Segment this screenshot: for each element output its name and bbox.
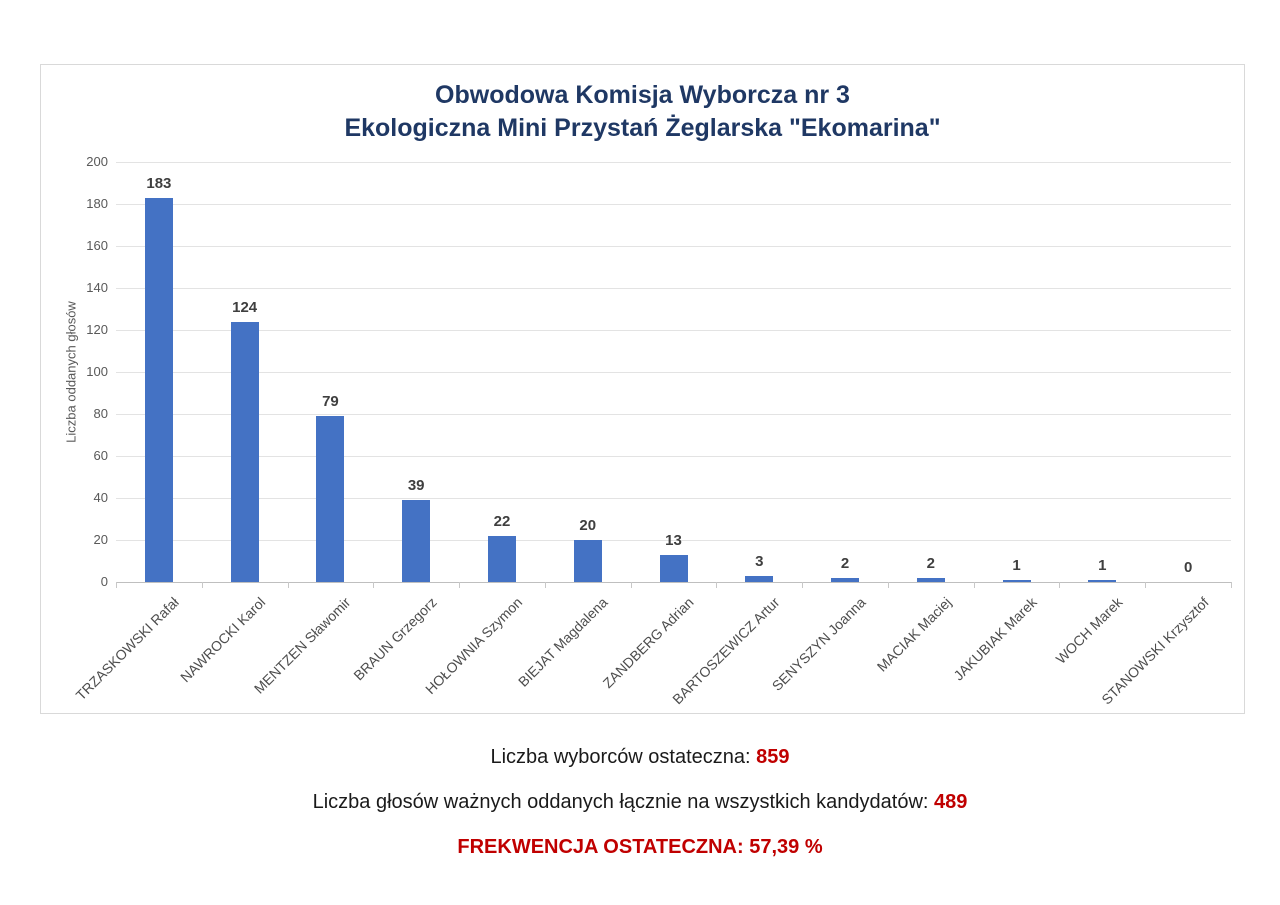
footer-line-valid-votes: Liczba głosów ważnych oddanych łącznie n… xyxy=(0,791,1280,814)
category-label: SENYSZYN Joanna xyxy=(768,594,869,694)
chart-title-line-2: Ekologiczna Mini Przystań Żeglarska "Eko… xyxy=(344,114,941,142)
bar-value-label: 13 xyxy=(665,531,682,549)
x-tick-mark xyxy=(802,582,804,588)
category-label: HOŁOWNIA Szymon xyxy=(422,594,526,698)
y-tick-label: 40 xyxy=(93,490,108,505)
y-tick-label: 80 xyxy=(93,406,108,421)
bar xyxy=(659,554,688,582)
category-label: BIEJAT Magdalena xyxy=(515,594,612,690)
gridline xyxy=(116,372,1231,373)
gridline xyxy=(116,414,1231,415)
x-tick-mark xyxy=(459,582,461,588)
footer-line-voters-label: Liczba wyborców ostateczna: xyxy=(490,746,757,768)
chart-title: Obwodowa Komisja Wyborcza nr 3 Ekologicz… xyxy=(41,79,1244,145)
chart-title-line-1: Obwodowa Komisja Wyborcza nr 3 xyxy=(435,81,850,109)
footer-line-voters: Liczba wyborców ostateczna: 859 xyxy=(0,746,1280,769)
gridline xyxy=(116,456,1231,457)
bar xyxy=(745,575,774,582)
x-tick-mark xyxy=(630,582,632,588)
gridline xyxy=(116,246,1231,247)
bar xyxy=(316,416,345,582)
bar xyxy=(916,577,945,582)
footer-line-turnout-value: 57,39 % xyxy=(749,836,823,858)
bar xyxy=(1002,579,1031,582)
x-tick-mark xyxy=(116,582,117,588)
bar xyxy=(1088,579,1117,582)
bar-value-label: 20 xyxy=(579,517,597,534)
x-tick-mark xyxy=(1231,582,1232,588)
category-label: WOCH Marek xyxy=(1052,594,1126,667)
y-tick-label: 100 xyxy=(86,364,108,379)
y-tick-label: 0 xyxy=(100,574,108,589)
bar-value-label: 3 xyxy=(755,552,764,570)
gridline xyxy=(116,540,1231,541)
chart-card: Obwodowa Komisja Wyborcza nr 3 Ekologicz… xyxy=(40,64,1245,714)
bar xyxy=(487,535,516,582)
x-tick-mark xyxy=(716,582,718,588)
footer-line-voters-value: 859 xyxy=(756,746,790,768)
gridline xyxy=(116,162,1231,163)
bar xyxy=(144,197,173,582)
bar-value-label: 39 xyxy=(407,477,425,495)
category-label: MACIAK Maciej xyxy=(873,594,955,675)
x-tick-mark xyxy=(887,582,889,588)
bar xyxy=(831,577,860,582)
y-tick-label: 180 xyxy=(86,196,108,211)
bar xyxy=(230,321,259,582)
y-tick-label: 120 xyxy=(86,322,108,337)
y-tick-label: 200 xyxy=(86,154,108,169)
bar-value-label: 0 xyxy=(1183,559,1193,576)
bar-value-label: 124 xyxy=(232,298,258,316)
gridline xyxy=(116,204,1231,205)
x-tick-mark xyxy=(544,582,546,588)
y-tick-label: 160 xyxy=(86,238,108,253)
bar-value-label: 2 xyxy=(926,554,935,572)
x-tick-mark xyxy=(1059,582,1061,588)
y-tick-label: 140 xyxy=(86,280,108,295)
y-tick-label: 20 xyxy=(93,532,108,547)
category-label: MENTZEN Sławomir xyxy=(251,594,354,697)
category-label: NAWROCKI Karol xyxy=(176,594,268,686)
bar-value-label: 79 xyxy=(322,393,339,411)
bar-value-label: 1 xyxy=(1012,556,1021,574)
y-tick-label: 60 xyxy=(93,448,108,463)
x-tick-mark xyxy=(973,582,975,588)
bar-value-label: 2 xyxy=(840,554,850,572)
gridline xyxy=(116,288,1231,289)
bar xyxy=(402,500,431,582)
footer-line-turnout-label: FREKWENCJA OSTATECZNA: xyxy=(457,836,750,858)
x-tick-mark xyxy=(287,582,289,588)
bar-value-label: 22 xyxy=(493,512,511,530)
category-label: TRZASKOWSKI Rafał xyxy=(72,594,183,704)
footer-line-valid-votes-label: Liczba głosów ważnych oddanych łącznie n… xyxy=(312,791,935,813)
category-label: JAKUBIAK Marek xyxy=(950,594,1040,684)
x-tick-mark xyxy=(373,582,375,588)
footer-line-valid-votes-value: 489 xyxy=(934,791,968,813)
plot-area: 183 TRZASKOWSKI Rafał 124 NAWROCKI Karol 79 M… xyxy=(73,162,1232,707)
category-label: ZANDBERG Adrian xyxy=(599,594,697,692)
gridline xyxy=(116,330,1231,331)
x-tick-mark xyxy=(201,582,203,588)
gridline xyxy=(116,498,1231,499)
bar xyxy=(573,540,602,582)
footer-line-turnout: FREKWENCJA OSTATECZNA: 57,39 % xyxy=(0,836,1280,859)
x-tick-mark xyxy=(1145,582,1147,588)
x-axis-line xyxy=(116,582,1231,583)
category-label: BRAUN Grzegorz xyxy=(350,594,440,684)
bar-value-label: 183 xyxy=(146,174,172,192)
bar-value-label: 1 xyxy=(1098,556,1107,574)
